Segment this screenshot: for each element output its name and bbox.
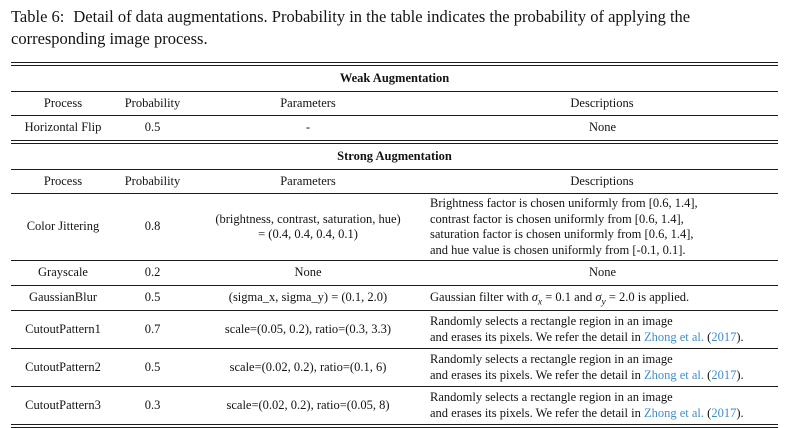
parameters-cell: - [190, 115, 426, 142]
description-text: = 0.1 and [542, 290, 596, 305]
column-header-descriptions: Descriptions [426, 91, 779, 116]
probability-cell: 0.5 [115, 285, 190, 311]
description-line: and erases its pixels. We refer the deta… [430, 368, 775, 384]
description-text: = 2.0 is applied. [605, 290, 690, 305]
description-cell: Randomly selects a rectangle region in a… [426, 310, 779, 349]
sigma-x-subscript: x [537, 297, 543, 308]
section-header-strong: Strong Augmentation [11, 140, 779, 170]
parameters-cell: scale=(0.02, 0.2), ratio=(0.05, 8) [190, 386, 426, 426]
table-row-cutout-pattern-3: CutoutPattern3 0.3 scale=(0.02, 0.2), ra… [11, 386, 779, 426]
table-caption: Table 6: Detail of data augmentations. Pr… [11, 6, 781, 49]
column-header-parameters: Parameters [190, 91, 426, 116]
section-title-strong: Strong Augmentation [11, 140, 779, 170]
table-row-horizontal-flip: Horizontal Flip 0.5 - None [11, 115, 779, 142]
table-row-grayscale: Grayscale 0.2 None None [11, 260, 779, 286]
column-header-process: Process [11, 91, 115, 116]
table-caption-label: Table 6: [11, 7, 65, 26]
description-line: and hue value is chosen uniformly from [… [430, 242, 686, 257]
parameters-line: (brightness, contrast, saturation, hue) [215, 211, 401, 226]
parameters-cell: (sigma_x, sigma_y) = (0.1, 2.0) [190, 285, 426, 311]
description-cell: Gaussian filter with σx = 0.1 and σy = 2… [426, 285, 779, 311]
description-cell: None [426, 115, 779, 142]
probability-cell: 0.7 [115, 310, 190, 349]
column-header-probability: Probability [115, 169, 190, 194]
description-text: Gaussian filter with [430, 290, 532, 305]
parameters-cell: (brightness, contrast, saturation, hue) … [190, 193, 426, 261]
description-line: Brightness factor is chosen uniformly fr… [430, 196, 698, 210]
table-row-cutout-pattern-2: CutoutPattern2 0.5 scale=(0.02, 0.2), ra… [11, 348, 779, 387]
description-cell: None [426, 260, 779, 286]
parameters-cell: None [190, 260, 426, 286]
column-header-descriptions: Descriptions [426, 169, 779, 194]
column-header-probability: Probability [115, 91, 190, 116]
description-text: ). [736, 329, 744, 344]
parameters-cell: scale=(0.05, 0.2), ratio=(0.3, 3.3) [190, 310, 426, 349]
process-cell: Horizontal Flip [11, 115, 115, 142]
section-header-weak: Weak Augmentation [11, 62, 779, 92]
description-line: Randomly selects a rectangle region in a… [430, 314, 673, 328]
sigma-x-symbol: σ [531, 290, 538, 305]
citation-year-link[interactable]: 2017 [711, 405, 737, 420]
description-cell: Randomly selects a rectangle region in a… [426, 386, 779, 426]
column-header-row-weak: Process Probability Parameters Descripti… [11, 91, 779, 116]
description-text: and erases its pixels. We refer the deta… [430, 405, 644, 420]
parameters-line: = (0.4, 0.4, 0.4, 0.1) [258, 227, 358, 241]
parameters-cell: scale=(0.02, 0.2), ratio=(0.1, 6) [190, 348, 426, 387]
process-cell: Grayscale [11, 260, 115, 286]
citation-link-zhong[interactable]: Zhong et al. [643, 405, 705, 420]
column-header-row-strong: Process Probability Parameters Descripti… [11, 169, 779, 194]
process-cell: Color Jittering [11, 193, 115, 261]
probability-cell: 0.3 [115, 386, 190, 426]
description-line: and erases its pixels. We refer the deta… [430, 406, 775, 422]
citation-year-link[interactable]: 2017 [711, 329, 737, 344]
description-text: ). [736, 367, 744, 382]
table-caption-text: Detail of data augmentations. Probabilit… [11, 7, 691, 48]
augmentation-table: Weak Augmentation Process Probability Pa… [11, 62, 779, 428]
probability-cell: 0.5 [115, 115, 190, 142]
description-line: Randomly selects a rectangle region in a… [430, 390, 673, 404]
process-cell: GaussianBlur [11, 285, 115, 311]
description-cell: Randomly selects a rectangle region in a… [426, 348, 779, 387]
description-text: ( [704, 329, 712, 344]
process-cell: CutoutPattern1 [11, 310, 115, 349]
citation-link-zhong[interactable]: Zhong et al. [643, 367, 705, 382]
citation-year-link[interactable]: 2017 [711, 367, 737, 382]
probability-cell: 0.2 [115, 260, 190, 286]
description-line: Randomly selects a rectangle region in a… [430, 352, 673, 366]
probability-cell: 0.5 [115, 348, 190, 387]
description-text: and erases its pixels. We refer the deta… [430, 367, 644, 382]
table-row-color-jittering: Color Jittering 0.8 (brightness, contras… [11, 193, 779, 261]
citation-link-zhong[interactable]: Zhong et al. [643, 329, 705, 344]
process-cell: CutoutPattern2 [11, 348, 115, 387]
sigma-y-subscript: y [601, 297, 606, 308]
description-cell: Brightness factor is chosen uniformly fr… [426, 193, 779, 261]
process-cell: CutoutPattern3 [11, 386, 115, 426]
description-line: contrast factor is chosen uniformly from… [430, 211, 684, 226]
column-header-parameters: Parameters [190, 169, 426, 194]
table-row-gaussian-blur: GaussianBlur 0.5 (sigma_x, sigma_y) = (0… [11, 285, 779, 311]
probability-cell: 0.8 [115, 193, 190, 261]
section-title-weak: Weak Augmentation [11, 62, 779, 92]
description-text: ( [704, 405, 712, 420]
column-header-process: Process [11, 169, 115, 194]
description-text: ( [704, 367, 712, 382]
description-text: and erases its pixels. We refer the deta… [430, 329, 644, 344]
sigma-y-symbol: σ [595, 290, 602, 305]
description-line: saturation factor is chosen uniformly fr… [430, 227, 694, 241]
description-text: ). [736, 405, 744, 420]
table-row-cutout-pattern-1: CutoutPattern1 0.7 scale=(0.05, 0.2), ra… [11, 310, 779, 349]
description-line: and erases its pixels. We refer the deta… [430, 330, 775, 346]
